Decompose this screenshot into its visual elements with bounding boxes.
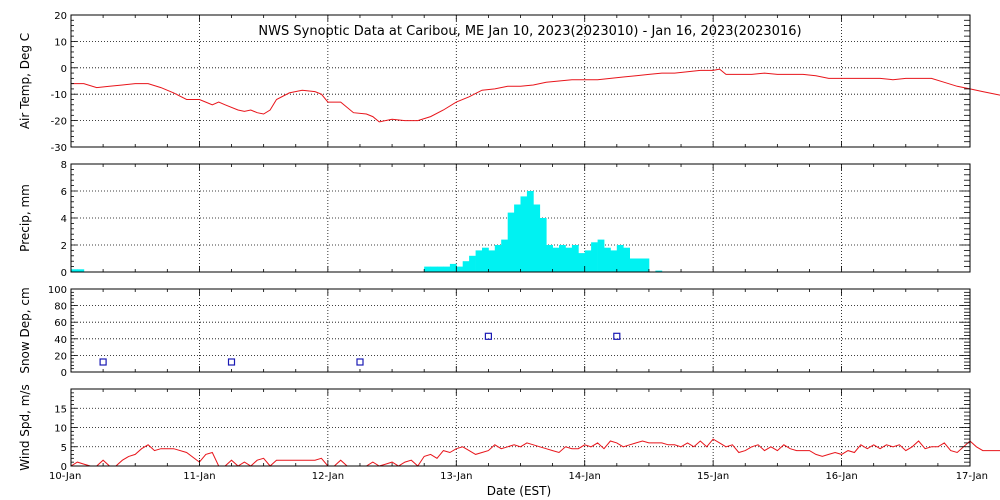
precip-bar [462,261,470,272]
precip-bar [578,253,586,272]
y-tick-label: 5 [61,443,67,454]
precip-bar [571,245,579,272]
precip-bar [437,266,444,272]
x-tick-label: 10-Jan [49,471,81,482]
y-tick-label: 2 [61,241,67,252]
precip-bar [514,204,521,272]
precip-bar [597,239,605,272]
y-tick-label: -30 [51,143,67,154]
x-tick-label: 17-Jan [956,471,988,482]
panel-4: 15 10 5 0 Wind Spd, m/s 10-Jan 11-Jan 12-Jan 13-… [18,384,1000,482]
precip-bar [629,258,637,272]
precip-bar [655,270,663,272]
precip-bar [642,258,650,272]
precip-bar [565,247,573,272]
snow-depth-point [484,332,492,340]
precip-bar [546,245,553,272]
y-tick-label: 8 [61,160,67,171]
y-tick-label: 10 [54,37,67,48]
precip-bar [584,250,592,272]
snow-depth-point [356,358,364,366]
snow-depth-point [613,332,621,340]
precip-bar [507,212,515,272]
precip-bar [616,245,624,272]
precip-bar [469,255,476,272]
precip-bar [430,266,438,272]
y-axis-label: Snow Dep, cm [18,287,32,373]
y-tick-label: 0 [61,368,67,379]
y-tick-label: -10 [51,90,67,101]
y-tick-label: 60 [54,318,67,329]
x-tick-label: 13-Jan [440,471,472,482]
precip-bar [449,263,457,272]
y-tick-label: 15 [54,404,67,415]
precip-bar [539,218,547,272]
y-tick-label: 6 [61,187,67,198]
y-axis-label: Air Temp, Deg C [18,33,32,129]
snow-depth-point [99,358,107,366]
y-tick-label: 4 [61,214,67,225]
precip-bar [482,247,489,272]
precip-bar [533,204,541,272]
y-axis-label: Wind Spd, m/s [18,384,32,470]
y-tick-label: -20 [51,117,67,128]
precip-bar [501,239,508,272]
precip-bar [559,245,566,272]
y-tick-label: 80 [54,302,67,313]
precip-bar [494,245,502,272]
chart-title: NWS Synoptic Data at Caribou, ME Jan 10,… [258,24,801,39]
y-tick-label: 0 [61,268,67,279]
panel-3: 100 80 60 40 20 0 Snow Dep, cm [18,285,971,379]
y-tick-label: 20 [54,351,67,362]
precip-bar [456,266,464,272]
series-line [71,68,1000,123]
precip-bar [526,191,534,272]
precip-bar [488,250,496,272]
x-tick-label: 16-Jan [825,471,857,482]
snow-depth-point [227,358,236,366]
precip-bar [77,269,85,272]
precip-bar [604,247,611,272]
y-tick-label: 10 [54,424,67,435]
series-line [70,438,1000,467]
x-axis-label: Date (EST) [487,484,551,498]
x-tick-label: 12-Jan [312,471,344,482]
precip-bar [591,242,598,272]
y-tick-label: 0 [61,64,67,75]
precip-bar [71,269,78,272]
y-tick-label: 100 [48,285,67,296]
y-tick-label: 20 [54,11,67,22]
precip-bar [623,247,630,272]
precip-bar [475,250,483,272]
x-tick-label: 14-Jan [569,471,601,482]
x-tick-label: 11-Jan [183,471,215,482]
y-tick-label: 0 [61,462,67,473]
precip-bar [636,258,643,272]
precip-bar [443,266,451,272]
precip-bar [424,266,431,272]
panel-2: 8 6 4 2 0 Precip, mm [18,160,971,279]
y-tick-label: 40 [54,335,67,346]
precip-bar [552,247,560,272]
precip-bar [520,196,528,272]
precip-bar [610,250,618,272]
y-axis-label: Precip, mm [18,184,32,252]
plot-frame [70,288,971,373]
x-tick-label: 15-Jan [697,471,729,482]
panel-1: 20 10 0 -10 -20 -30 Air Temp, Deg C [18,11,1000,154]
